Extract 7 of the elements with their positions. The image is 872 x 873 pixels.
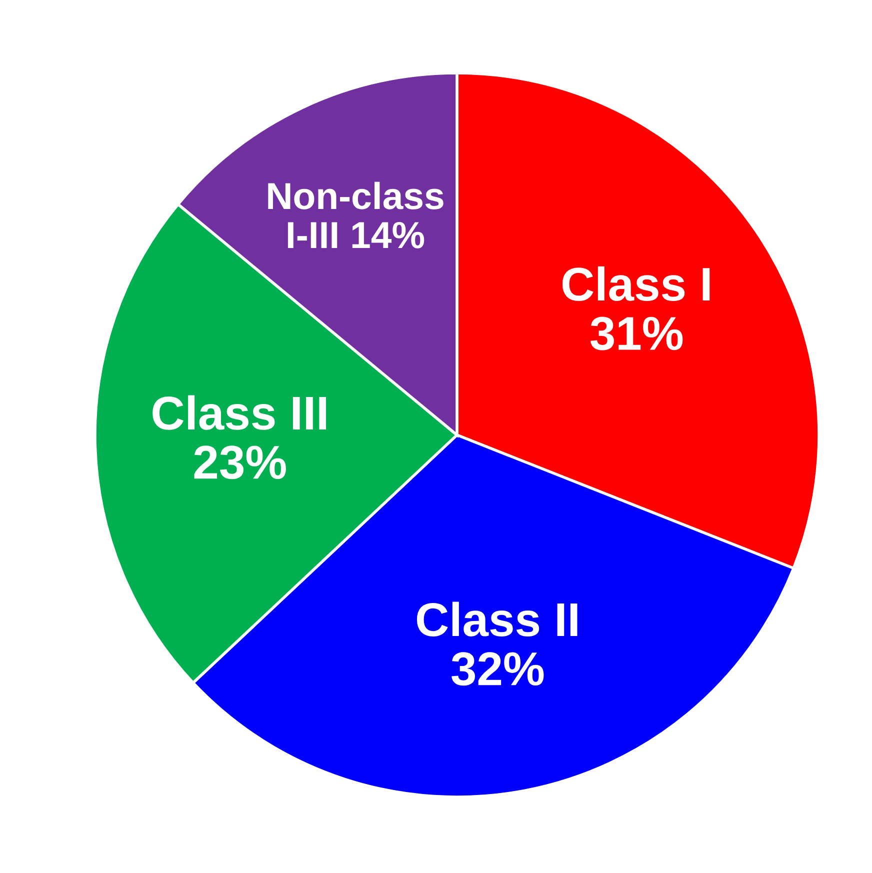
data-label: 32%: [452, 652, 544, 686]
slice-label: Non-class I-III 14%: [268, 182, 444, 248]
slice-label: Class III: [152, 395, 326, 430]
data-label: 31%: [590, 316, 683, 350]
data-label: 23%: [194, 446, 286, 480]
slice-label: Class I: [562, 266, 710, 302]
slice-label: Class II: [416, 602, 578, 636]
